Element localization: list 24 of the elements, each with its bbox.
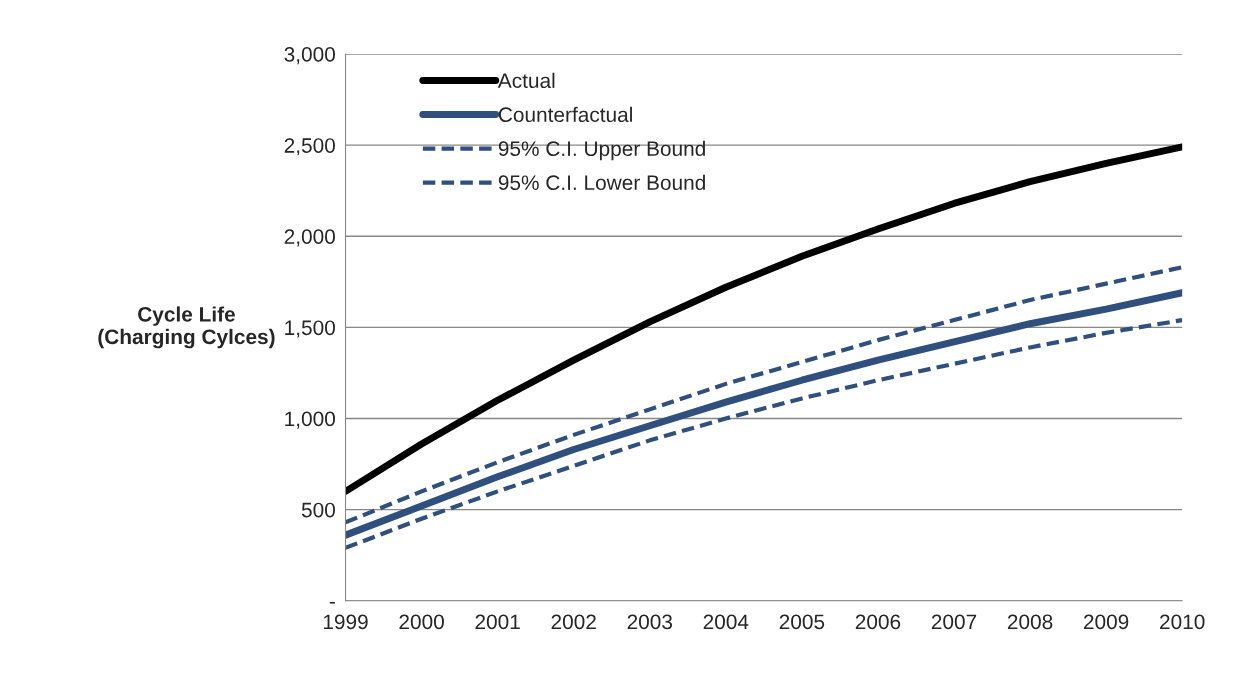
x-tick-label: 1999 bbox=[323, 614, 368, 630]
legend-label: Counterfactual bbox=[498, 106, 632, 123]
y-tick-label: 500 bbox=[301, 502, 335, 518]
x-tick-label: 2002 bbox=[551, 614, 596, 630]
y-tick-label: 2,500 bbox=[284, 138, 335, 156]
x-tick-label: 2010 bbox=[1160, 614, 1205, 630]
y-tick-label: - bbox=[329, 601, 335, 604]
x-tick-label: 2004 bbox=[703, 614, 749, 630]
x-tick-label: 2008 bbox=[1007, 614, 1053, 630]
legend-label: 95% C.I. Lower Bound bbox=[498, 174, 705, 191]
x-tick-label: 2007 bbox=[931, 614, 977, 630]
y-tick-label: 1,500 bbox=[285, 320, 335, 338]
x-tick-label: 2005 bbox=[779, 614, 825, 630]
x-tick-label: 2003 bbox=[627, 614, 673, 630]
legend-label: 95% C.I. Upper Bound bbox=[498, 140, 705, 161]
y-tick-label: 2,000 bbox=[284, 229, 335, 247]
legend-label: Actual bbox=[497, 72, 555, 89]
y-tick-label: 3,000 bbox=[284, 47, 335, 65]
x-tick-label: 2009 bbox=[1083, 614, 1129, 630]
y-axis-title: Cycle Life (Charging Cylces) bbox=[98, 306, 275, 349]
x-tick-label: 2001 bbox=[475, 614, 520, 630]
x-tick-label: 2000 bbox=[399, 614, 444, 630]
x-tick-label: 2006 bbox=[855, 614, 901, 630]
y-tick-label: 1,000 bbox=[285, 411, 335, 429]
